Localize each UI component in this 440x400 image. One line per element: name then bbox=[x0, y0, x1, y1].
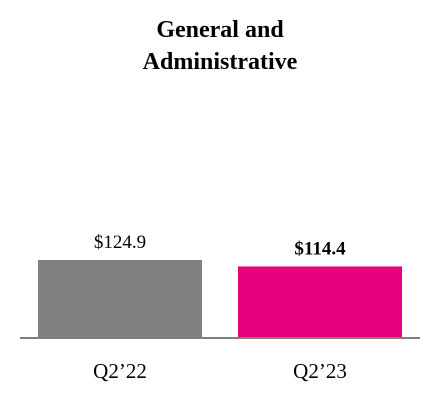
chart-title-line-1: General and bbox=[156, 17, 284, 43]
bar-2 bbox=[238, 266, 402, 337]
value-label-2: $114.4 bbox=[294, 238, 346, 259]
category-label-1: Q2’22 bbox=[93, 359, 147, 383]
bar-1 bbox=[38, 260, 202, 337]
category-label-2: Q2’23 bbox=[293, 359, 347, 383]
chart-title: General and Administrative bbox=[0, 14, 440, 78]
value-label-1: $124.9 bbox=[94, 232, 146, 253]
chart-title-line-2: Administrative bbox=[142, 49, 298, 75]
